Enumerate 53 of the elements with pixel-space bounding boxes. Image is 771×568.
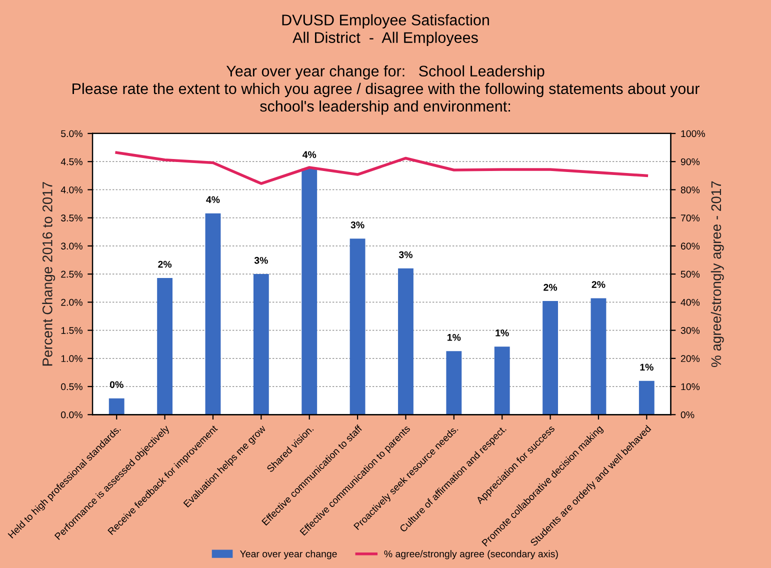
- bar: [398, 268, 414, 415]
- y2-tick-label: 50%: [680, 270, 700, 278]
- y-tick-label: 2.5%: [61, 270, 82, 278]
- bar: [157, 278, 173, 415]
- data-label: 4%: [206, 196, 220, 204]
- data-label: 2%: [592, 281, 606, 288]
- y-tick-label: 3.0%: [61, 242, 82, 250]
- y-tick-label: 2.0%: [61, 298, 82, 306]
- data-label: 3%: [254, 256, 268, 264]
- bar: [108, 398, 124, 415]
- data-label: 3%: [350, 221, 364, 228]
- legend-label: Year over year change: [240, 550, 337, 560]
- data-label: 1%: [496, 329, 509, 336]
- y2-axis-title: % agree/strongly agree - 2017: [710, 181, 724, 367]
- y-tick-label: 1.0%: [61, 355, 82, 362]
- chart-subtitle: Year over year change for: School Leadership Please rate the extent to which you agree / disagree with the following statements about your school's leadership and environment:: [72, 65, 700, 115]
- chart-title: DVUSD Employee Satisfaction All District - All Employees: [282, 14, 489, 46]
- y-tick-label: 0.0%: [61, 411, 82, 418]
- bar: [446, 351, 462, 415]
- data-label: 2%: [544, 284, 558, 291]
- bar: [590, 298, 606, 415]
- y2-tick-label: 0%: [680, 411, 694, 418]
- y2-tick-label: 10%: [681, 383, 700, 390]
- y2-tick-label: 70%: [680, 214, 700, 222]
- bar: [302, 168, 318, 415]
- y2-tick-label: 30%: [680, 327, 700, 334]
- bar: [253, 274, 269, 415]
- bar: [350, 238, 366, 415]
- y-tick-label: 5.0%: [61, 130, 82, 138]
- data-label: 3%: [398, 251, 413, 258]
- bar: [205, 213, 221, 415]
- y2-tick-label: 100%: [681, 130, 706, 138]
- bar: [542, 301, 558, 415]
- y2-tick-label: 20%: [680, 355, 700, 362]
- y-axis-title: Percent Change 2016 to 2017: [42, 182, 56, 366]
- y-tick-label: 4.0%: [60, 186, 82, 194]
- bar: [494, 346, 510, 415]
- line-series: [115, 151, 648, 185]
- y-tick-label: 1.5%: [61, 327, 82, 334]
- data-label: 0%: [110, 381, 124, 388]
- data-label: 1%: [640, 364, 654, 371]
- legend-label: % agree/strongly agree (secondary axis): [384, 550, 558, 560]
- data-label: 2%: [158, 260, 172, 268]
- y2-tick-label: 90%: [680, 158, 700, 166]
- y-tick-label: 4.5%: [60, 158, 82, 166]
- y2-tick-label: 80%: [680, 186, 700, 194]
- bar: [638, 380, 654, 415]
- y2-tick-label: 60%: [680, 242, 700, 250]
- y-tick-label: 3.5%: [61, 214, 82, 222]
- y2-tick-label: 40%: [680, 298, 700, 306]
- y-tick-label: 0.5%: [61, 383, 82, 390]
- data-label: 4%: [302, 151, 316, 158]
- data-label: 1%: [448, 334, 461, 341]
